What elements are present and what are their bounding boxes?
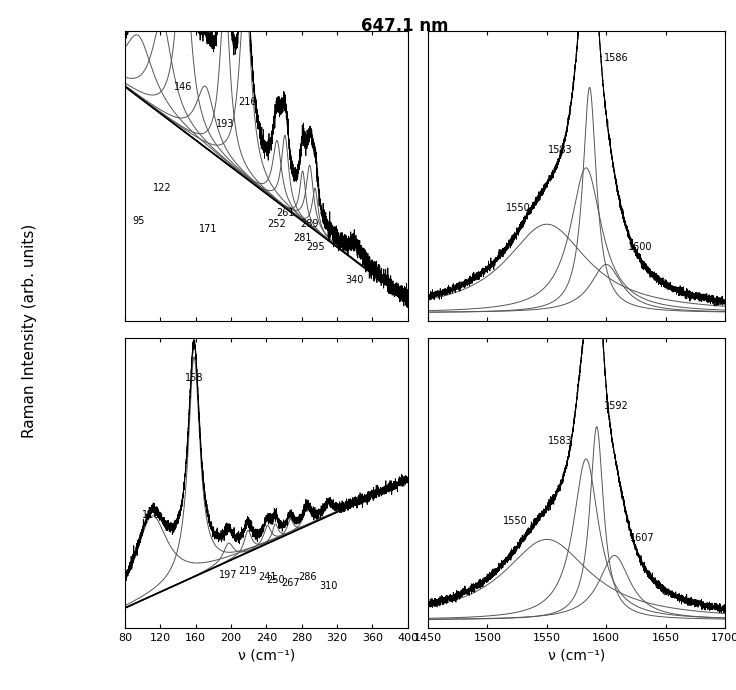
Text: 219: 219 (238, 566, 257, 576)
Text: 1583: 1583 (548, 436, 573, 446)
Text: 289: 289 (300, 219, 319, 229)
Text: 110: 110 (143, 510, 160, 520)
Text: 197: 197 (219, 570, 238, 580)
Text: 193: 193 (216, 119, 234, 129)
Text: 281: 281 (294, 233, 312, 243)
Text: 1583: 1583 (548, 145, 573, 155)
Text: 122: 122 (153, 183, 171, 193)
Text: 216: 216 (238, 97, 256, 107)
Text: 1600: 1600 (628, 241, 652, 252)
Text: 95: 95 (132, 216, 144, 226)
Text: 241: 241 (258, 572, 277, 582)
Text: 310: 310 (319, 581, 338, 591)
Text: 1550: 1550 (503, 517, 528, 526)
Text: 295: 295 (307, 241, 325, 252)
Text: 647.1 nm: 647.1 nm (361, 17, 448, 35)
Text: 171: 171 (199, 224, 217, 234)
Text: 252: 252 (268, 219, 286, 229)
Text: 250: 250 (266, 575, 285, 585)
Text: 1550: 1550 (506, 203, 530, 213)
X-axis label: ν (cm⁻¹): ν (cm⁻¹) (548, 649, 605, 662)
Text: 1586: 1586 (604, 53, 629, 63)
Text: Raman Intensity (arb. units): Raman Intensity (arb. units) (22, 224, 37, 438)
Text: 267: 267 (281, 578, 300, 588)
Text: 340: 340 (346, 275, 364, 285)
Text: 158: 158 (185, 373, 203, 383)
Text: 146: 146 (174, 82, 193, 92)
Text: 1607: 1607 (630, 533, 654, 542)
X-axis label: ν (cm⁻¹): ν (cm⁻¹) (238, 649, 295, 662)
Text: 286: 286 (298, 572, 316, 582)
Text: 261: 261 (276, 208, 294, 218)
Text: 1592: 1592 (604, 401, 629, 411)
